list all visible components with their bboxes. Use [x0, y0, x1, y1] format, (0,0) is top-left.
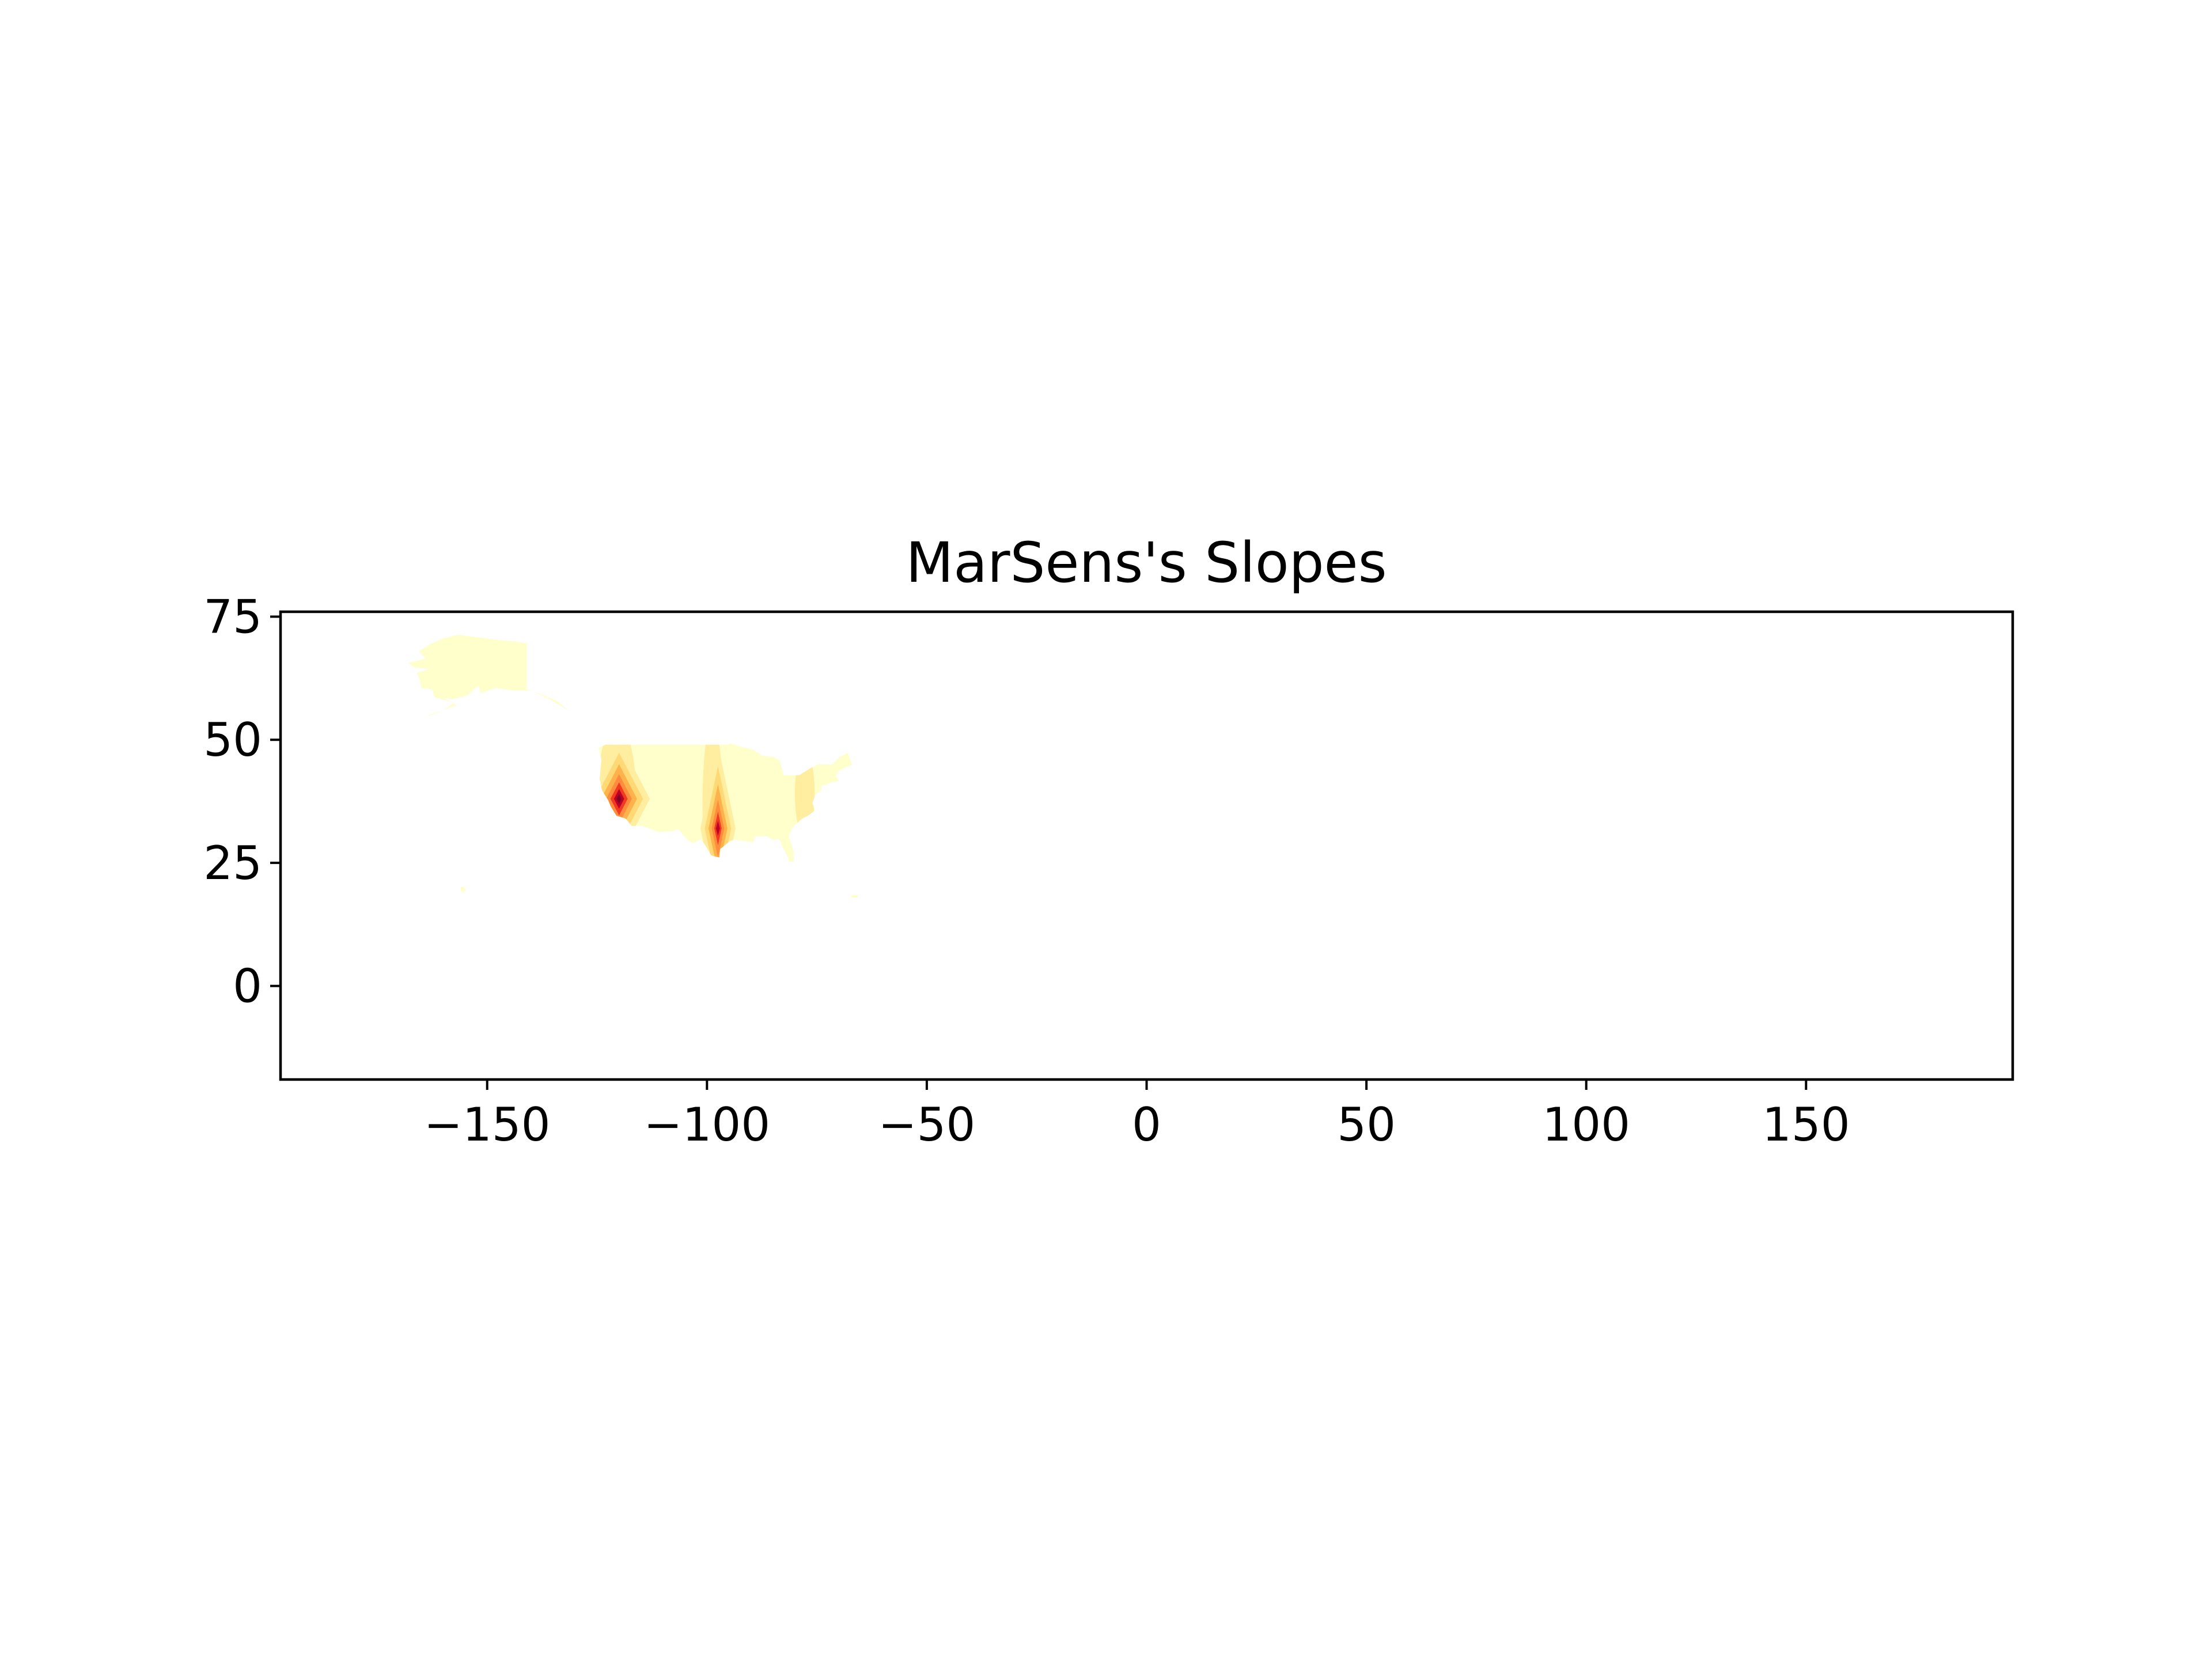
- x-tick-label: −50: [878, 1098, 975, 1152]
- x-tick-label: 150: [1762, 1098, 1850, 1152]
- x-axis: −150 −100 −50 0 50 100 150: [424, 1080, 1850, 1152]
- x-tick-label: 100: [1542, 1098, 1630, 1152]
- y-tick-label: 0: [233, 960, 262, 1013]
- region-puerto-rico: [850, 895, 858, 897]
- chart-title: MarSens's Slopes: [906, 531, 1387, 595]
- x-tick-label: 50: [1337, 1098, 1396, 1152]
- region-alaska: [408, 635, 571, 717]
- plot-area: [408, 635, 858, 897]
- y-tick-label: 75: [203, 590, 262, 644]
- x-tick-label: −100: [643, 1098, 770, 1152]
- x-tick-label: −150: [424, 1098, 551, 1152]
- hotspot-2-level-6: [715, 820, 720, 836]
- y-tick-label: 25: [203, 836, 262, 890]
- slope-contour-layer: [588, 721, 815, 897]
- y-tick-label: 50: [203, 713, 262, 767]
- y-axis: 0 25 50 75: [203, 590, 281, 1013]
- x-tick-label: 0: [1132, 1098, 1161, 1152]
- axes-frame: [279, 610, 2014, 1081]
- hotspot-1-level-7: [616, 794, 622, 804]
- region-hawaii: [460, 886, 467, 893]
- contour-band-3: [794, 751, 815, 837]
